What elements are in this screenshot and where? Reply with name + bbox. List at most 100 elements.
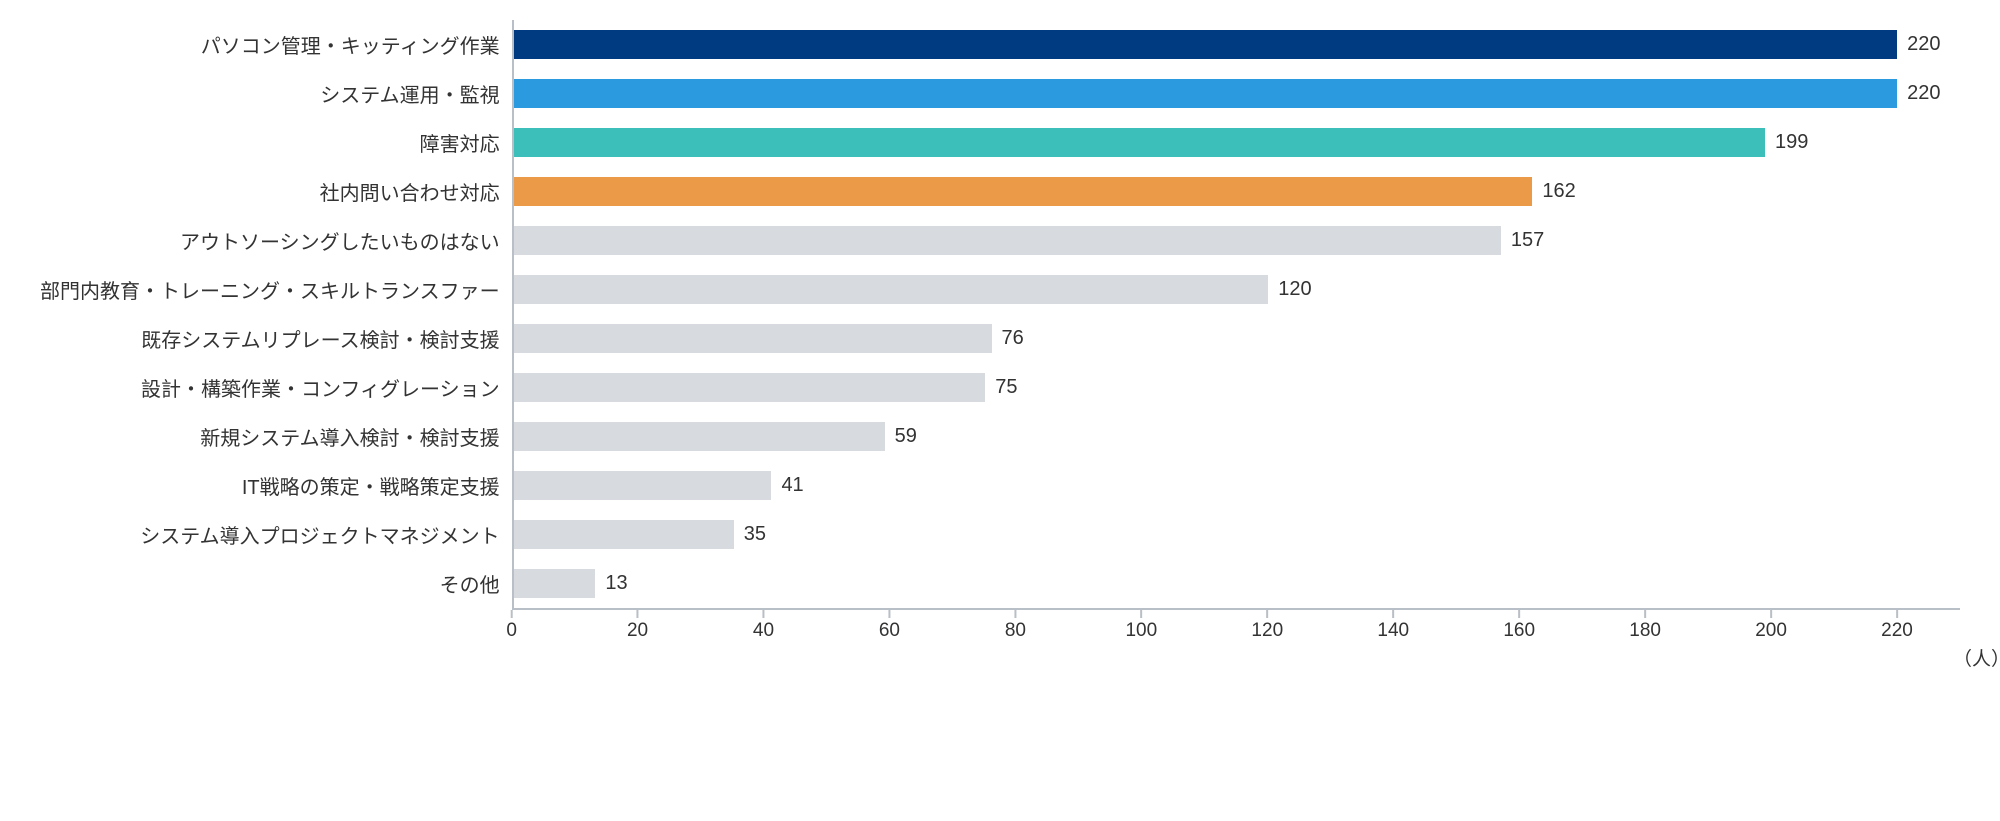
bar: [514, 275, 1269, 304]
category-label-text: パソコン管理・キッティング作業: [201, 30, 500, 59]
x-axis-tick-label: 60: [879, 620, 900, 642]
category-label-text: システム導入プロジェクトマネジメント: [140, 520, 499, 549]
bar: [514, 79, 1898, 108]
category-label-text: 障害対応: [420, 128, 500, 157]
bar-value-label: 220: [1907, 82, 1940, 105]
bar: [514, 324, 992, 353]
category-label: その他: [40, 559, 500, 608]
bar-row: 157: [514, 216, 1960, 265]
x-axis-tick: 160: [1503, 610, 1535, 642]
x-axis-tick: 40: [753, 610, 774, 642]
bars-container: 220 220 199 162 157 120 76 75 59 41 35 13: [514, 20, 1960, 608]
category-label: システム運用・監視: [40, 69, 500, 118]
x-axis-tick-label: 220: [1881, 620, 1913, 642]
bar-row: 220: [514, 69, 1960, 118]
x-axis-tick-label: 120: [1251, 620, 1283, 642]
x-axis: 020406080100120140160180200220: [512, 610, 1960, 638]
bar-value-label: 59: [895, 425, 917, 448]
x-axis-tick-mark: [1266, 610, 1268, 618]
category-label: 部門内教育・トレーニング・スキルトランスファー: [40, 265, 500, 314]
plot-area: 220 220 199 162 157 120 76 75 59 41 35 13: [512, 20, 1960, 610]
category-label-text: 設計・構築作業・コンフィグレーション: [141, 373, 500, 402]
bar: [514, 520, 734, 549]
x-axis-tick: 100: [1125, 610, 1157, 642]
bar-row: 13: [514, 559, 1960, 608]
category-label-text: 社内問い合わせ対応: [320, 177, 500, 206]
x-axis-tick-mark: [1644, 610, 1646, 618]
x-axis-tick-label: 180: [1629, 620, 1661, 642]
bar-value-label: 76: [1002, 327, 1024, 350]
bar: [514, 177, 1533, 206]
bar: [514, 373, 986, 402]
x-axis-tick-mark: [1770, 610, 1772, 618]
x-axis-tick-label: 200: [1755, 620, 1787, 642]
bar: [514, 422, 885, 451]
category-label: システム導入プロジェクトマネジメント: [40, 510, 500, 559]
category-label-text: その他: [440, 569, 500, 598]
bar: [514, 226, 1501, 255]
x-axis-tick-label: 140: [1377, 620, 1409, 642]
bar-row: 220: [514, 20, 1960, 69]
x-axis-tick-mark: [511, 610, 513, 618]
plot-column: 220 220 199 162 157 120 76 75 59 41 35 13 020406080…: [512, 20, 1960, 638]
bar-row: 120: [514, 265, 1960, 314]
bar-value-label: 162: [1542, 180, 1575, 203]
category-label: 障害対応: [40, 118, 500, 167]
category-label: 設計・構築作業・コンフィグレーション: [40, 363, 500, 412]
x-axis-tick-mark: [637, 610, 639, 618]
bar-row: 59: [514, 412, 1960, 461]
bar-value-label: 13: [605, 572, 627, 595]
bar-value-label: 41: [781, 474, 803, 497]
x-axis-tick-label: 40: [753, 620, 774, 642]
bar: [514, 30, 1898, 59]
x-axis-tick-label: 100: [1125, 620, 1157, 642]
category-label-text: 部門内教育・トレーニング・スキルトランスファー: [40, 275, 500, 304]
x-axis-tick: 140: [1377, 610, 1409, 642]
x-axis-tick: 0: [506, 610, 517, 642]
bar-row: 199: [514, 118, 1960, 167]
x-axis-tick-label: 0: [506, 620, 517, 642]
x-axis-tick-mark: [888, 610, 890, 618]
x-axis-tick: 180: [1629, 610, 1661, 642]
category-label: パソコン管理・キッティング作業: [40, 20, 500, 69]
bar-row: 41: [514, 461, 1960, 510]
bar-value-label: 199: [1775, 131, 1808, 154]
category-label: 既存システムリプレース検討・検討支援: [40, 314, 500, 363]
category-label-text: アウトソーシングしたいものはない: [180, 226, 500, 255]
category-label: アウトソーシングしたいものはない: [40, 216, 500, 265]
category-label-text: システム運用・監視: [320, 79, 499, 108]
x-axis-tick-mark: [762, 610, 764, 618]
bar: [514, 471, 772, 500]
x-axis-tick-mark: [1518, 610, 1520, 618]
category-labels-column: パソコン管理・キッティング作業システム運用・監視障害対応社内問い合わせ対応アウト…: [40, 20, 512, 638]
category-label-text: IT戦略の策定・戦略策定支援: [242, 471, 500, 500]
bar-row: 75: [514, 363, 1960, 412]
bar-value-label: 35: [744, 523, 766, 546]
category-label-text: 既存システムリプレース検討・検討支援: [141, 324, 499, 353]
x-axis-tick: 80: [1005, 610, 1026, 642]
x-axis-tick: 120: [1251, 610, 1283, 642]
x-axis-tick: 60: [879, 610, 900, 642]
bar: [514, 569, 596, 598]
bar-value-label: 120: [1278, 278, 1311, 301]
horizontal-bar-chart: パソコン管理・キッティング作業システム運用・監視障害対応社内問い合わせ対応アウト…: [40, 20, 1960, 638]
bar: [514, 128, 1765, 157]
x-axis-tick-label: 160: [1503, 620, 1535, 642]
x-axis-tick: 200: [1755, 610, 1787, 642]
category-label: 社内問い合わせ対応: [40, 167, 500, 216]
bar-row: 76: [514, 314, 1960, 363]
category-label-text: 新規システム導入検討・検討支援: [200, 422, 499, 451]
bar-value-label: 220: [1907, 33, 1940, 56]
x-axis-tick-mark: [1896, 610, 1898, 618]
category-label: 新規システム導入検討・検討支援: [40, 412, 500, 461]
bar-value-label: 157: [1511, 229, 1544, 252]
x-axis-tick: 220: [1881, 610, 1913, 642]
x-axis-tick-label: 80: [1005, 620, 1026, 642]
x-axis-tick-mark: [1140, 610, 1142, 618]
bar-value-label: 75: [995, 376, 1017, 399]
x-axis-unit-label: （人）: [1953, 644, 2000, 671]
x-axis-tick-mark: [1014, 610, 1016, 618]
x-axis-tick: 20: [627, 610, 648, 642]
x-axis-tick-label: 20: [627, 620, 648, 642]
bar-row: 162: [514, 167, 1960, 216]
